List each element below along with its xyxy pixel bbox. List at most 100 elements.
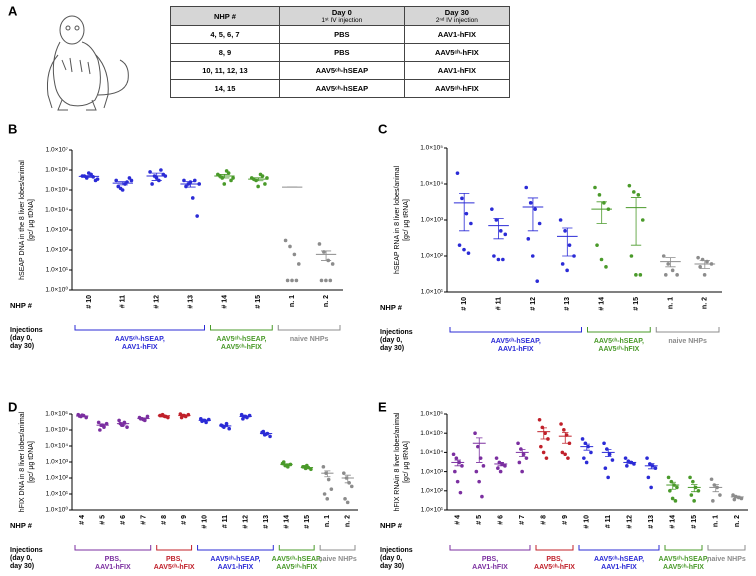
error-bar <box>605 449 612 458</box>
data-point <box>526 237 531 241</box>
data-point <box>732 497 737 502</box>
data-point <box>466 251 471 255</box>
data-point <box>281 460 286 464</box>
table-row: 14, 15 AAV5ᶜʰ-hSEAP AAV5ᶜʰ-hFIX <box>170 79 511 98</box>
data-point <box>535 279 540 283</box>
group-bracket <box>156 545 193 551</box>
group-label: AAV1-hFIX <box>472 564 508 571</box>
x-tick-label: n. 1 <box>667 297 674 309</box>
y-tick-label: 1.0×10¹ <box>46 491 69 498</box>
column-header: Day 30 2ⁿᵈ IV injection <box>403 6 511 26</box>
error-bar <box>665 257 676 268</box>
data-point <box>296 262 301 266</box>
data-point <box>696 255 700 260</box>
group-bracket <box>655 327 720 333</box>
x-tick-label: # 6 <box>498 515 505 525</box>
data-point <box>636 193 641 197</box>
error-bar <box>699 260 710 269</box>
data-point <box>565 268 569 273</box>
error-bar <box>222 424 229 428</box>
x-tick-label: # 10 <box>584 515 591 529</box>
x-tick-label: # 15 <box>691 515 698 529</box>
y-tick-label: 1.0×10⁴ <box>45 207 68 214</box>
table-row: 10, 11, 12, 13 AAV5ᶜʰ-hSEAP AAV1-hFIX <box>170 61 511 80</box>
y-tick-label: 1.0×10¹ <box>46 267 69 274</box>
group-bracket <box>210 325 273 331</box>
error-bar <box>99 423 106 427</box>
data-point <box>606 475 610 480</box>
data-point <box>688 475 692 480</box>
data-point <box>224 421 229 426</box>
data-point <box>263 182 267 186</box>
error-bar <box>140 417 147 420</box>
data-point <box>589 450 593 455</box>
group-label: AAV5ᶜʰ-hFIX <box>154 564 195 571</box>
group-bracket <box>74 325 205 331</box>
x-tick-label: # 9 <box>562 515 569 525</box>
x-tick-label: # 13 <box>263 515 270 529</box>
data-point <box>460 464 464 468</box>
data-point <box>226 171 231 175</box>
group-bracket <box>664 545 703 551</box>
y-axis-label: hFIX DNA in 8 liver lobes/animal <box>19 411 26 512</box>
data-point <box>117 418 121 423</box>
data-point <box>718 493 722 497</box>
group-label: AAV5ᶜʰ-hSEAP, <box>658 556 708 563</box>
group-label: AAV5ᶜʰ-hFIX <box>534 564 575 571</box>
data-point <box>670 268 675 273</box>
data-point <box>268 434 272 439</box>
error-bar <box>669 481 676 490</box>
y-axis-label: [gc/ µg tRNA] <box>403 441 410 483</box>
x-tick-label: # 4 <box>455 515 462 525</box>
data-point <box>496 466 500 471</box>
data-point <box>582 456 586 460</box>
table-cell: PBS <box>278 25 405 44</box>
data-point <box>559 422 563 426</box>
x-tick-label: # 15 <box>255 295 262 309</box>
data-point <box>166 415 170 420</box>
data-point <box>190 196 195 200</box>
x-tick-label: # 11 <box>495 297 502 310</box>
data-point <box>567 243 572 247</box>
data-point <box>222 182 227 186</box>
group-label: AAV5ᶜʰ-hSEAP, <box>272 556 322 563</box>
groups-label: day 30) <box>10 563 34 570</box>
data-point <box>285 278 290 283</box>
x-tick-label: # 9 <box>181 515 188 525</box>
data-point <box>498 469 503 474</box>
data-point <box>464 211 469 216</box>
group-label: AAV5ᶜʰ-hFIX <box>276 564 317 571</box>
panel-label: E <box>378 399 387 414</box>
group-bracket <box>277 325 341 331</box>
x-tick-label: n. 2 <box>734 515 741 527</box>
data-point <box>544 456 549 460</box>
panel-label: A <box>8 3 18 18</box>
x-tick-label: # 8 <box>161 515 168 525</box>
data-point <box>256 184 260 189</box>
groups-label: day 30) <box>10 343 34 350</box>
x-tick-label: # 8 <box>541 515 548 525</box>
column-title: NHP # <box>213 11 236 21</box>
data-point <box>328 278 333 283</box>
x-tick-label: n. 2 <box>345 515 352 527</box>
x-tick-label: # 15 <box>633 297 640 311</box>
data-point <box>321 465 326 469</box>
y-tick-label: 1.0×10⁴ <box>420 181 443 188</box>
y-tick-label: 1.0×10⁵ <box>45 427 68 434</box>
data-point <box>290 278 294 283</box>
x-tick-label: n. 1 <box>324 515 331 527</box>
error-bar <box>562 227 573 257</box>
data-point <box>231 176 235 180</box>
data-point <box>501 257 505 262</box>
data-point <box>494 456 499 460</box>
error-bar <box>79 415 86 417</box>
data-point <box>646 475 651 480</box>
data-point <box>663 273 668 277</box>
data-point <box>539 444 543 449</box>
data-point <box>184 184 188 189</box>
data-point <box>473 431 477 436</box>
y-axis-label: hSEAP RNA in 8 liver lobes/animal <box>394 166 401 274</box>
group-label: PBS, <box>546 556 562 563</box>
data-point <box>712 483 717 487</box>
